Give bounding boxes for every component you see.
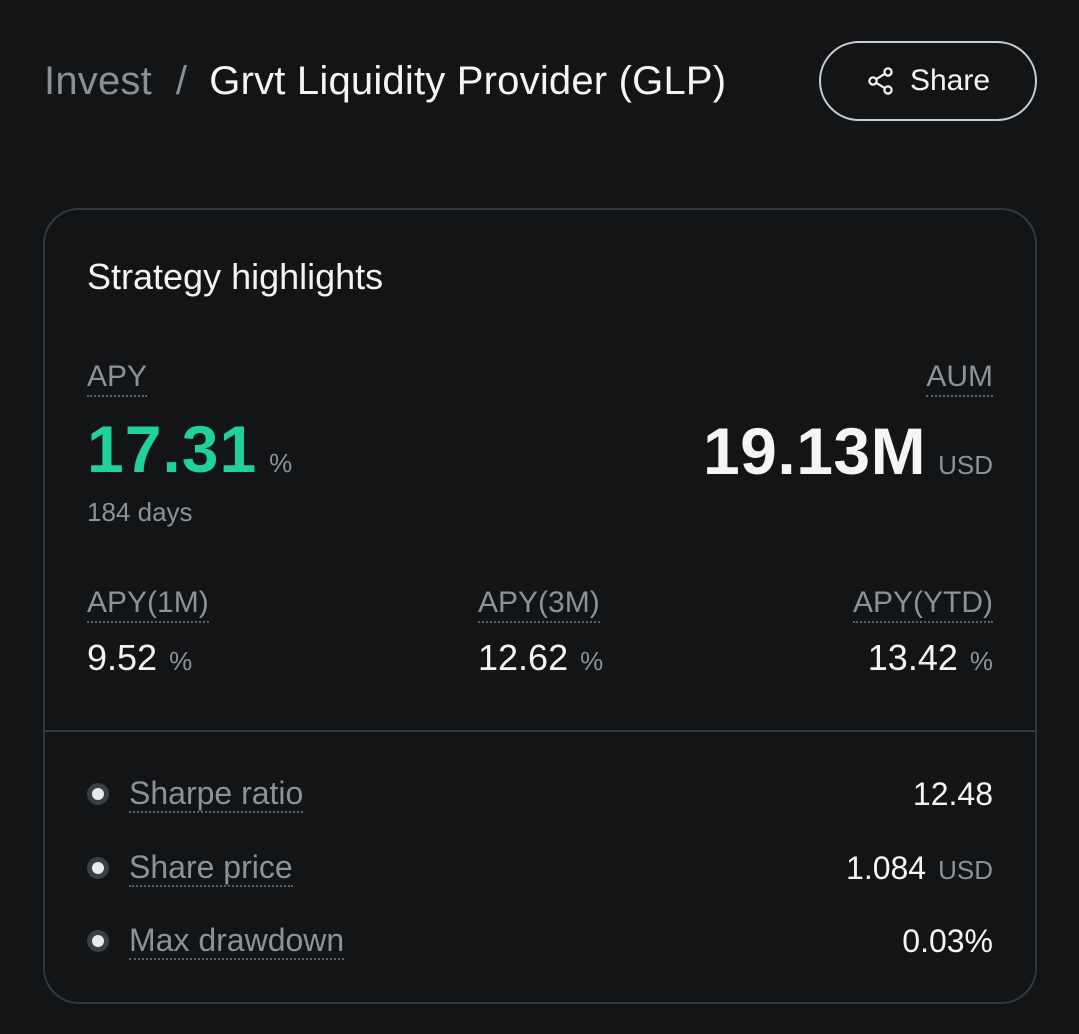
strategy-highlights-card: Strategy highlights APY 17.31 % 184 days…	[43, 208, 1037, 1004]
aum-label[interactable]: AUM	[926, 360, 993, 397]
sharpe-ratio-label[interactable]: Sharpe ratio	[129, 775, 304, 814]
apy-unit: %	[269, 448, 293, 478]
apy-label[interactable]: APY	[87, 360, 148, 397]
apy-stat: APY 17.31 % 184 days	[87, 360, 292, 528]
apy-value: 17.31	[87, 412, 258, 486]
share-button-label: Share	[909, 64, 991, 97]
aum-stat: AUM 19.13M USD	[703, 360, 993, 489]
sharpe-ratio-value: 12.48	[912, 775, 993, 812]
apy-value-row: 17.31 %	[87, 411, 292, 487]
bullet-icon	[87, 782, 109, 805]
aum-value: 19.13M	[702, 414, 927, 488]
breadcrumb: Invest / Grvt Liquidity Provider (GLP)	[44, 59, 726, 104]
metric-row-sharpe-ratio: Sharpe ratio 12.48	[87, 772, 993, 816]
share-icon	[866, 66, 896, 96]
card-title: Strategy highlights	[87, 256, 384, 297]
apy-ytd-unit: %	[969, 646, 993, 676]
apy-3m-value: 12.62	[478, 637, 569, 678]
breadcrumb-invest-link[interactable]: Invest	[44, 58, 152, 103]
apy-3m-label[interactable]: APY(3M)	[478, 586, 600, 623]
apy-period: 184 days	[87, 497, 193, 527]
apy-1m-unit: %	[169, 646, 193, 676]
metric-row-share-price: Share price 1.084 USD	[87, 846, 993, 890]
apy-3m-stat: APY(3M) 12.62 %	[478, 586, 603, 679]
bullet-icon	[87, 856, 109, 879]
metric-row-max-drawdown: Max drawdown 0.03%	[87, 919, 993, 963]
apy-1m-stat: APY(1M) 9.52 %	[87, 586, 209, 679]
apy-ytd-value: 13.42	[867, 637, 958, 678]
aum-value-row: 19.13M USD	[703, 413, 993, 489]
bullet-icon	[87, 929, 109, 952]
page-title: Grvt Liquidity Provider (GLP)	[209, 58, 727, 103]
card-divider	[45, 730, 1035, 732]
apy-3m-unit: %	[580, 646, 604, 676]
breadcrumb-separator: /	[175, 58, 188, 103]
apy-1m-value: 9.52	[87, 637, 158, 678]
share-price-label[interactable]: Share price	[129, 849, 293, 888]
share-button[interactable]: Share	[819, 41, 1037, 121]
share-price-unit: USD	[938, 854, 993, 885]
apy-ytd-label[interactable]: APY(YTD)	[852, 586, 993, 623]
share-price-value: 1.084	[846, 849, 927, 886]
max-drawdown-label[interactable]: Max drawdown	[129, 922, 345, 961]
page-header: Invest / Grvt Liquidity Provider (GLP) S…	[44, 40, 1037, 122]
apy-1m-label[interactable]: APY(1M)	[87, 586, 209, 623]
aum-unit: USD	[938, 450, 993, 480]
max-drawdown-value: 0.03%	[902, 922, 993, 959]
apy-ytd-stat: APY(YTD) 13.42 %	[852, 586, 993, 679]
